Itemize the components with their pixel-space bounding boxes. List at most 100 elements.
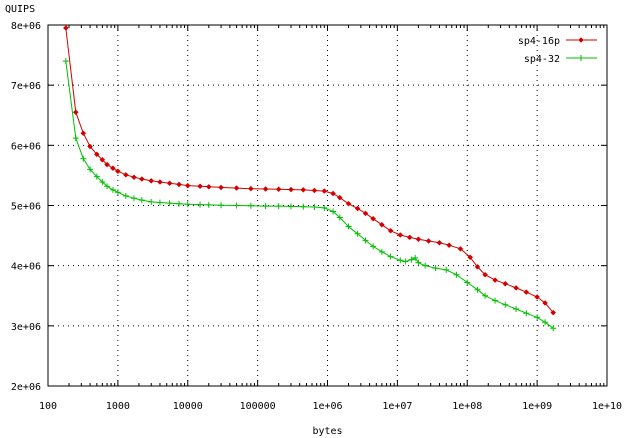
data-point <box>354 230 361 237</box>
data-point <box>482 292 489 299</box>
x-axis-label: bytes <box>312 426 342 437</box>
data-point <box>288 186 294 193</box>
data-point <box>408 256 415 263</box>
data-point <box>336 194 343 201</box>
data-point <box>354 205 361 212</box>
data-point <box>432 265 439 272</box>
x-tick-label: 1e+07 <box>382 401 412 412</box>
data-point <box>99 179 106 186</box>
data-point <box>443 266 450 273</box>
data-point <box>321 188 328 194</box>
data-point <box>345 223 352 230</box>
data-point <box>330 190 336 197</box>
data-point <box>370 243 377 250</box>
axis-ticks: 100 1000 10000 100000 1e+06 1e+07 1e+08 1e+09 1e… <box>11 21 622 412</box>
data-point <box>109 186 116 193</box>
data-point <box>80 155 87 162</box>
data-point <box>362 237 369 244</box>
y-tick-label: 2e+06 <box>11 382 41 393</box>
data-point <box>502 301 509 308</box>
data-point <box>311 204 318 211</box>
y-tick-label: 6e+06 <box>11 141 41 152</box>
data-point <box>93 173 100 180</box>
data-point <box>166 200 173 207</box>
data-point <box>523 289 530 295</box>
series-line <box>65 27 554 313</box>
data-point <box>262 203 269 210</box>
data-point <box>415 259 422 266</box>
data-point <box>233 202 240 209</box>
data-point <box>62 25 69 31</box>
legend-label: sp4-32 <box>524 54 560 65</box>
data-point <box>474 264 481 270</box>
data-point <box>406 234 413 241</box>
data-point <box>345 200 352 207</box>
data-point <box>184 182 191 189</box>
data-point <box>387 253 394 260</box>
data-point <box>542 300 548 306</box>
data-point <box>104 183 111 190</box>
data-point <box>330 208 337 215</box>
data-point <box>513 285 519 291</box>
data-point <box>138 197 145 204</box>
data-point <box>446 242 452 249</box>
data-point <box>397 232 404 238</box>
data-point <box>156 199 163 206</box>
data-point <box>467 254 473 261</box>
x-tick-label: 1e+10 <box>592 401 622 412</box>
data-point <box>176 200 183 207</box>
data-point <box>115 168 121 175</box>
y-tick-label: 8e+06 <box>11 21 41 32</box>
data-point <box>436 239 443 246</box>
data-point <box>110 165 116 172</box>
x-tick-label: 1e+08 <box>452 401 482 412</box>
data-point <box>275 203 282 210</box>
y-tick-label: 4e+06 <box>11 262 41 273</box>
data-point <box>62 58 69 65</box>
data-point <box>131 174 137 181</box>
data-point <box>72 135 79 142</box>
data-point <box>578 37 584 43</box>
data-point <box>311 187 318 194</box>
data-point <box>362 210 369 217</box>
data-point <box>578 55 584 61</box>
data-point <box>492 277 498 283</box>
legend: sp4-16p sp4-32 <box>518 36 597 65</box>
data-point <box>157 179 163 185</box>
data-point <box>87 166 94 173</box>
data-point <box>80 130 87 137</box>
data-point <box>412 254 419 261</box>
data-point <box>176 181 182 188</box>
y-tick-label: 3e+06 <box>11 322 41 333</box>
data-point <box>300 203 307 210</box>
data-point <box>99 156 106 163</box>
data-point <box>402 258 409 265</box>
data-point <box>218 202 225 209</box>
data-point <box>422 262 429 269</box>
data-point <box>482 271 488 278</box>
data-point <box>148 198 155 205</box>
data-point <box>197 201 204 208</box>
y-tick-label: 7e+06 <box>11 81 41 92</box>
series-group <box>62 25 557 332</box>
data-point <box>87 143 93 150</box>
data-point <box>104 161 110 168</box>
data-point <box>397 257 404 264</box>
data-point <box>457 245 464 252</box>
data-point <box>138 176 145 182</box>
data-point <box>502 280 509 287</box>
x-tick-label: 10000 <box>173 401 203 412</box>
x-tick-label: 1000 <box>106 401 130 412</box>
data-point <box>534 294 540 300</box>
data-point <box>387 227 394 234</box>
x-tick-label: 100000 <box>240 401 276 412</box>
legend-label: sp4-16p <box>518 36 560 47</box>
data-point <box>233 185 240 191</box>
data-point <box>247 185 254 192</box>
data-point <box>542 319 549 326</box>
data-point <box>275 186 282 193</box>
data-point <box>453 271 460 278</box>
data-point <box>464 279 471 286</box>
